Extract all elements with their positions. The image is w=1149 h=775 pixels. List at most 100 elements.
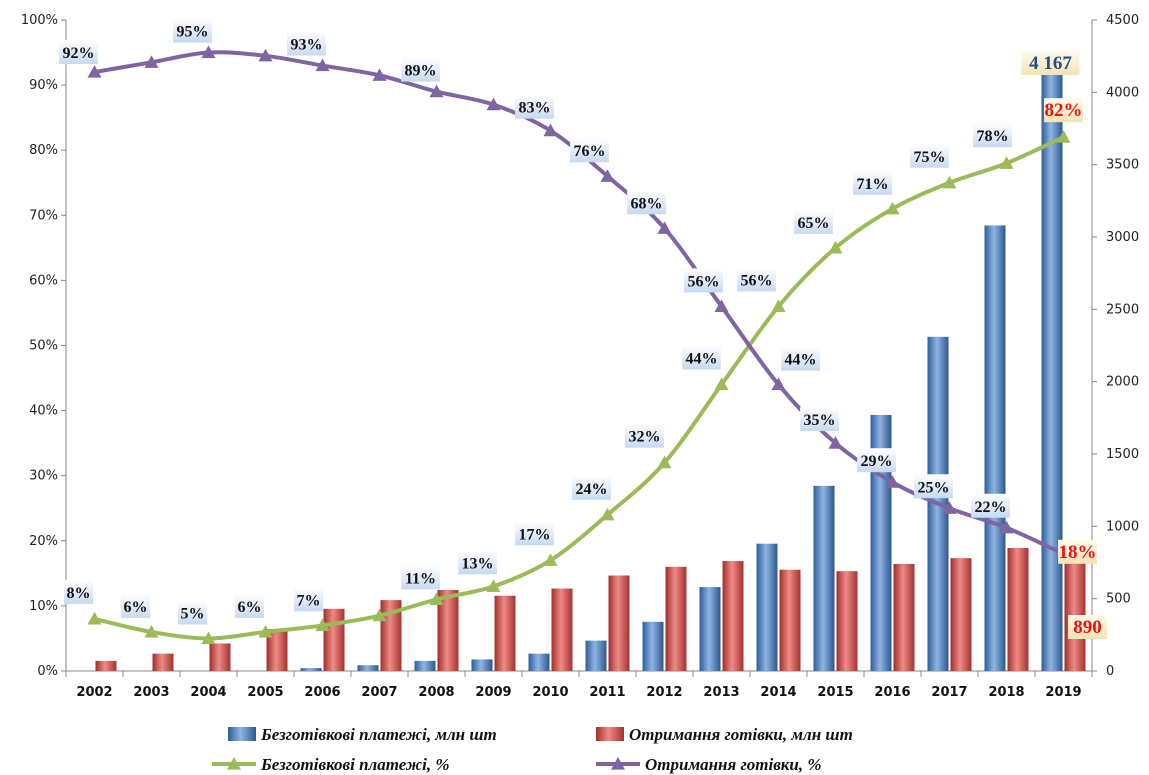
x-tick-label: 2004 bbox=[190, 685, 226, 700]
marker-cash-2004 bbox=[201, 45, 216, 59]
marker-cash-2018 bbox=[999, 520, 1014, 534]
label-cashless-pct-2009-box bbox=[458, 550, 497, 575]
label-cashless-pct-2015-box bbox=[794, 209, 833, 234]
right-tick-label: 3000 bbox=[1106, 230, 1139, 245]
bar-cashless-2019 bbox=[1041, 68, 1063, 671]
marker-cashless-2013 bbox=[714, 377, 729, 391]
bar-cash-2004 bbox=[209, 643, 231, 671]
label-cash-pct-2012: 68% bbox=[631, 195, 663, 212]
label-cash-pct-2019-box bbox=[1058, 539, 1097, 564]
left-tick-label: 80% bbox=[29, 143, 58, 158]
bar-cash-2017 bbox=[950, 558, 972, 671]
lines-layer bbox=[87, 45, 1071, 645]
label-cash-pct-2014-box bbox=[781, 346, 820, 371]
right-tick-label: 2500 bbox=[1106, 302, 1139, 317]
right-tick-label: 4000 bbox=[1106, 85, 1139, 100]
marker-cash-2002 bbox=[87, 65, 102, 78]
x-tick-label: 2018 bbox=[988, 685, 1024, 700]
marker-cash-2003 bbox=[144, 55, 159, 68]
label-cash-pct-2010: 83% bbox=[519, 100, 551, 117]
label-cashless-pct-2016: 71% bbox=[857, 176, 889, 193]
label-cashless-pct-2010-box bbox=[515, 521, 554, 546]
x-tick-label: 2008 bbox=[418, 685, 454, 700]
marker-cashless-2002 bbox=[87, 611, 102, 625]
label-bar-cashless-2019: 4 167 bbox=[1029, 53, 1072, 74]
label-cash-pct-2018: 22% bbox=[975, 499, 1007, 516]
bar-cash-2008 bbox=[437, 589, 459, 671]
marker-cashless-2018 bbox=[999, 156, 1014, 169]
marker-cashless-2011 bbox=[600, 507, 615, 521]
bars-layer bbox=[95, 68, 1086, 671]
label-cashless-pct-2010: 17% bbox=[519, 526, 551, 543]
label-cashless-pct-2008-box bbox=[401, 565, 440, 590]
bar-cash-2015 bbox=[836, 571, 858, 671]
bar-cash-2014 bbox=[779, 569, 801, 671]
label-cash-pct-2018-box bbox=[971, 493, 1010, 518]
x-tick-label: 2003 bbox=[133, 685, 169, 700]
marker-cash-2016 bbox=[885, 475, 900, 488]
label-cash-pct-2011: 76% bbox=[574, 143, 606, 160]
label-cash-pct-2011-box bbox=[570, 138, 609, 163]
label-cashless-pct-2011-box bbox=[572, 475, 611, 500]
label-cash-pct-2002-box bbox=[59, 40, 98, 65]
marker-cash-2015 bbox=[828, 436, 843, 449]
label-cashless-pct-2014: 56% bbox=[741, 272, 773, 289]
bar-cash-2012 bbox=[665, 566, 687, 671]
label-cashless-pct-2002-box bbox=[63, 579, 94, 604]
marker-cashless-2017 bbox=[942, 175, 957, 189]
label-cashless-pct-2004: 5% bbox=[181, 605, 205, 622]
label-cash-pct-2016: 29% bbox=[861, 453, 893, 470]
bar-cash-2009 bbox=[494, 595, 516, 671]
label-cashless-pct-2018-box bbox=[973, 123, 1012, 148]
label-bar-cash-2019-box bbox=[1068, 615, 1107, 639]
bar-cashless-2014 bbox=[756, 543, 778, 671]
bar-cash-2007 bbox=[380, 600, 402, 671]
right-tick-label: 1000 bbox=[1106, 519, 1139, 534]
label-cash-pct-2015-box bbox=[800, 407, 839, 432]
marker-cash-2011 bbox=[600, 169, 615, 182]
label-cashless-pct-2014-box bbox=[737, 267, 776, 292]
label-cashless-pct-2019: 82% bbox=[1045, 100, 1083, 121]
bar-cash-2016 bbox=[893, 563, 915, 671]
label-cashless-pct-2019-box bbox=[1044, 98, 1083, 123]
left-tick-label: 40% bbox=[29, 404, 58, 419]
label-cashless-pct-2016-box bbox=[853, 170, 892, 195]
x-tick-label: 2006 bbox=[304, 685, 340, 700]
legend-cash-line-text: Отримання готівки, % bbox=[645, 755, 822, 774]
left-tick-label: 90% bbox=[29, 78, 58, 93]
label-cashless-pct-2008: 11% bbox=[405, 570, 436, 587]
x-tick-label: 2002 bbox=[76, 685, 112, 700]
label-cash-pct-2006-box bbox=[287, 31, 326, 56]
left-tick-label: 20% bbox=[29, 534, 58, 549]
bar-cashless-2009 bbox=[471, 659, 493, 671]
marker-cashless-2015 bbox=[828, 240, 843, 254]
marker-cashless-2004 bbox=[201, 631, 216, 645]
label-cash-pct-2013-box bbox=[684, 268, 723, 293]
label-bar-cash-2019: 890 bbox=[1073, 617, 1102, 638]
marker-cash-2013 bbox=[714, 299, 729, 313]
label-cashless-pct-2003-box bbox=[120, 593, 151, 618]
marker-cashless-2010 bbox=[543, 553, 558, 566]
legend-cashless-line-marker bbox=[227, 757, 241, 770]
right-tick-label: 3500 bbox=[1106, 158, 1139, 173]
label-cash-pct-2004: 95% bbox=[177, 24, 209, 41]
label-cashless-pct-2003: 6% bbox=[124, 599, 148, 616]
x-tick-label: 2016 bbox=[874, 685, 910, 700]
label-cashless-pct-2017: 75% bbox=[914, 149, 946, 166]
left-tick-label: 70% bbox=[29, 208, 58, 223]
label-cashless-pct-2005-box bbox=[234, 593, 265, 618]
marker-cashless-2003 bbox=[144, 624, 159, 638]
x-tick-label: 2019 bbox=[1045, 685, 1081, 700]
label-cashless-pct-2002: 8% bbox=[67, 585, 91, 602]
marker-cashless-2006 bbox=[315, 618, 330, 632]
right-tick-label: 1500 bbox=[1106, 447, 1139, 462]
data-labels-layer: 8% 6% 5% 6% 7% 11% 13% 17% 24% 32% 44% 56% 65% 71% 75%… bbox=[59, 18, 1107, 639]
label-cashless-pct-2011: 24% bbox=[576, 481, 608, 498]
marker-cashless-2005 bbox=[258, 624, 273, 638]
right-tick-label: 4500 bbox=[1106, 13, 1139, 28]
marker-cash-2014 bbox=[771, 377, 786, 391]
label-cashless-pct-2005: 6% bbox=[238, 599, 262, 616]
label-cashless-pct-2012: 32% bbox=[629, 429, 661, 446]
marker-cashless-2009 bbox=[486, 579, 501, 592]
marker-cash-2006 bbox=[315, 58, 330, 72]
